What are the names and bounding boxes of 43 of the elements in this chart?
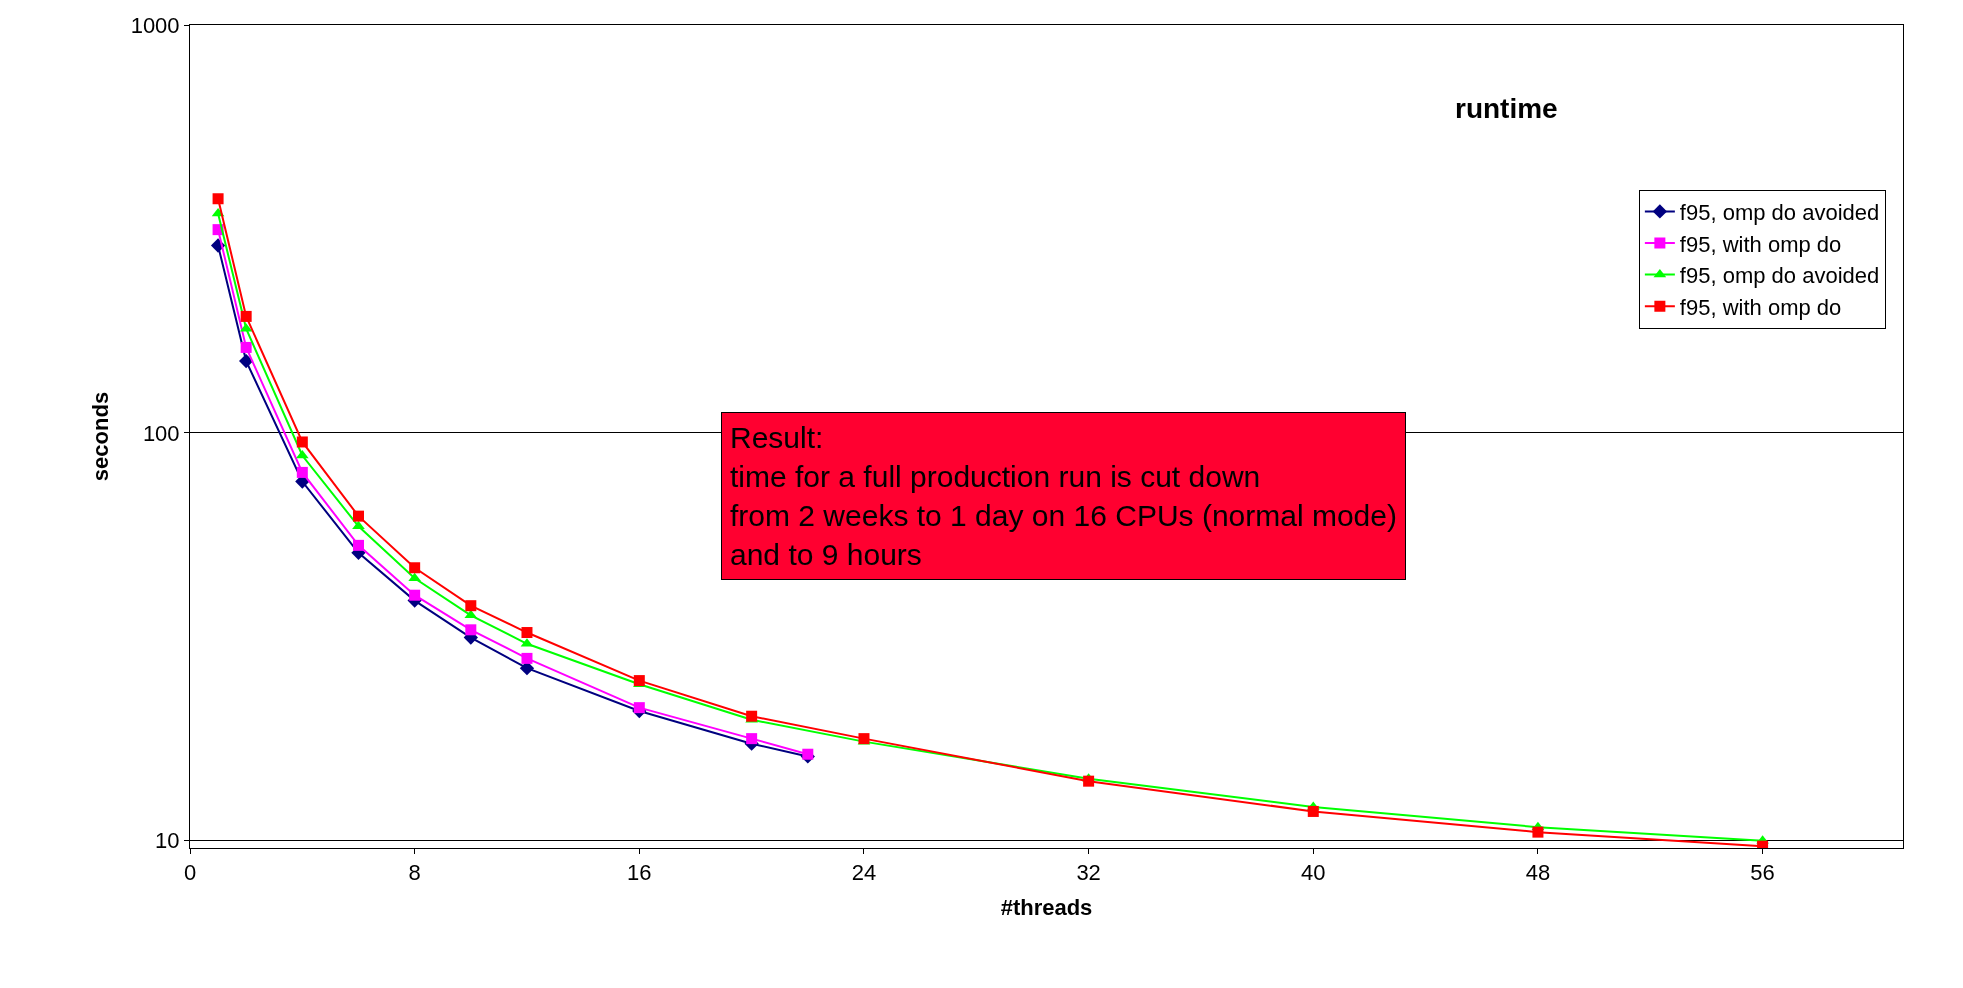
x-tick-label: 8	[408, 860, 421, 886]
y-tick-label: 100	[142, 420, 180, 446]
point	[746, 710, 758, 722]
point	[352, 539, 364, 551]
x-tick-label: 32	[1076, 860, 1101, 886]
point	[409, 589, 421, 601]
legend-label: f95, omp do avoided	[1679, 263, 1880, 289]
point	[296, 436, 308, 448]
legend-label: f95, with omp do	[1679, 294, 1842, 320]
point	[1532, 826, 1544, 838]
x-tick-label: 40	[1301, 860, 1326, 886]
x-tick-label: 56	[1750, 860, 1775, 886]
point	[408, 572, 422, 582]
y-tick-label: 10	[155, 828, 180, 854]
text: runtime	[1455, 93, 1558, 124]
point	[633, 702, 645, 714]
annotation: Result: time for a full production run is cut down from 2 weeks to 1 day on 16 CPUs (normal mode) and to 9 hours	[730, 421, 1397, 571]
legend-label: f95, with omp do	[1679, 231, 1842, 257]
y-axis-title: seconds	[88, 391, 114, 482]
y-tick-label: 1000	[130, 12, 180, 38]
point	[1083, 775, 1095, 787]
point	[409, 562, 421, 574]
point	[352, 510, 364, 522]
point	[465, 600, 477, 612]
point	[1307, 805, 1319, 817]
x-axis-title: #threads	[1000, 895, 1093, 921]
point	[212, 193, 224, 205]
point	[746, 733, 758, 745]
point	[464, 609, 478, 619]
point	[352, 520, 365, 530]
point	[240, 341, 252, 353]
x-tick-label: 24	[851, 860, 877, 886]
point	[802, 748, 814, 760]
x-tick-label: 0	[183, 860, 197, 886]
point	[239, 353, 254, 369]
point	[240, 310, 252, 322]
x-tick-label: 48	[1525, 860, 1551, 886]
point	[296, 466, 308, 478]
x-tick-label: 16	[627, 860, 652, 886]
point	[521, 652, 533, 664]
legend-label: f95, omp do avoided	[1679, 199, 1880, 225]
point	[465, 624, 477, 636]
point	[521, 627, 533, 639]
